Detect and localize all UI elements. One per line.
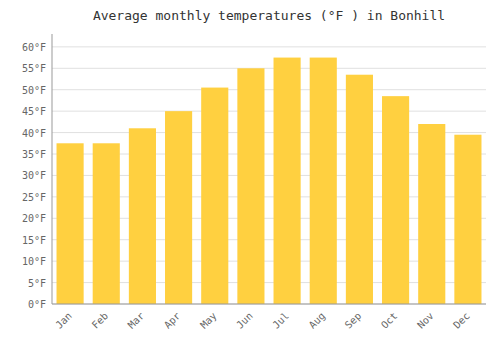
x-tick-label: May [198,310,219,331]
y-tick-label: 10°F [22,256,46,267]
bar [129,128,156,304]
grid-line [52,89,486,90]
y-tick-label: 0°F [28,299,46,310]
bar [201,88,228,304]
bar [418,124,445,304]
y-axis-line [52,34,53,304]
grid [52,47,486,304]
y-tick-label: 25°F [22,192,46,203]
y-tick-label: 5°F [28,278,46,289]
x-tick-label: Sep [343,310,364,331]
x-tick-label: Apr [162,310,183,331]
x-tick-label: Jun [234,310,255,331]
y-tick-label: 60°F [22,42,46,53]
bar [93,143,120,304]
x-tick-label: Feb [90,310,111,331]
x-tick-label: Nov [415,310,436,331]
y-tick-label: 30°F [22,170,46,181]
y-tick-label: 40°F [22,128,46,139]
grid-line [52,46,486,47]
x-axis-line [52,304,486,305]
bar [454,135,481,304]
y-tick-label: 15°F [22,235,46,246]
y-tick-label: 50°F [22,85,46,96]
x-tick-label: Dec [451,310,472,331]
bars [57,58,482,304]
y-tick-label: 55°F [22,63,46,74]
chart: Average monthly temperatures (°F ) in Bo… [0,0,500,350]
bar [382,96,409,304]
x-tick-label: Aug [307,310,328,331]
x-tick-label: Mar [126,310,147,331]
bar [310,58,337,304]
x-tick-label: Jul [270,310,291,331]
bar [237,68,264,304]
grid-line [52,111,486,112]
y-tick-label: 45°F [22,106,46,117]
bar [165,111,192,304]
bar [57,143,84,304]
grid-line [52,68,486,69]
chart-container: Average monthly temperatures (°F ) in Bo… [0,0,500,350]
title: Average monthly temperatures (°F ) in Bo… [93,8,445,23]
x-tick-label: Jan [53,310,74,331]
bar [346,75,373,304]
y-tick-label: 35°F [22,149,46,160]
grid-line [52,304,486,305]
y-tick-label: 20°F [22,213,46,224]
bar [274,58,301,304]
x-tick-label: Oct [379,310,400,331]
